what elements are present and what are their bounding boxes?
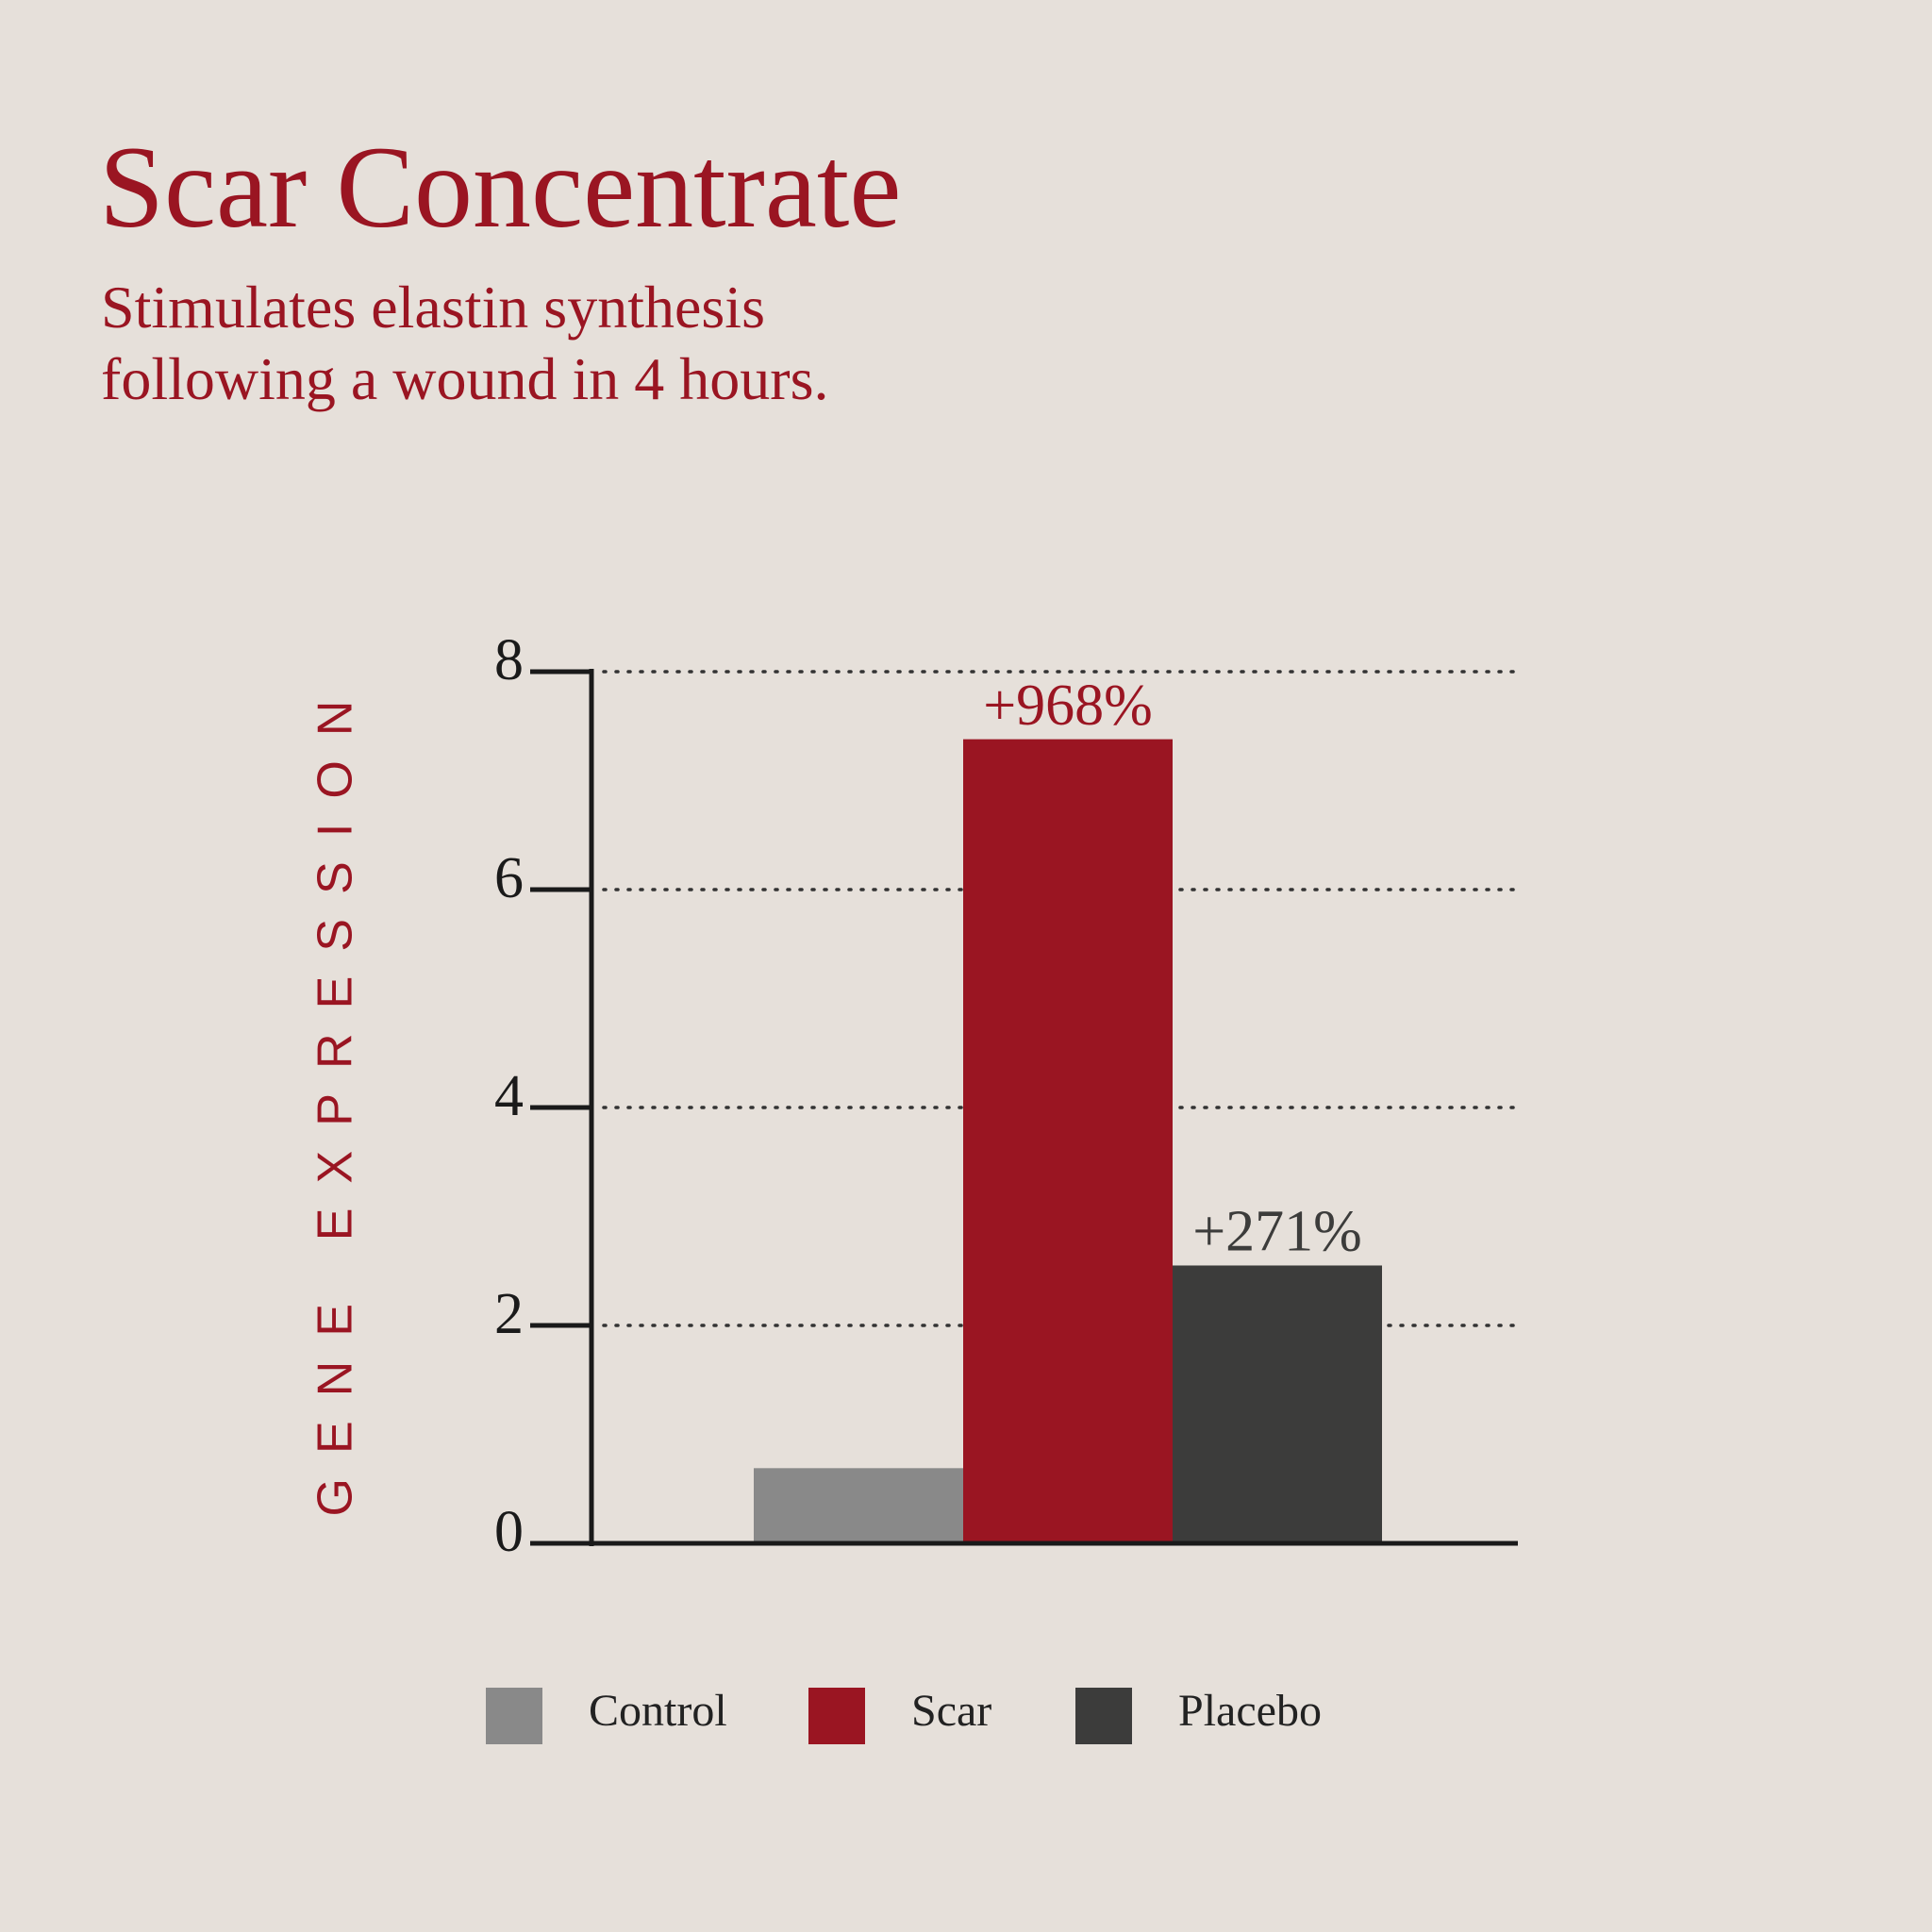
y-axis-label: GENE EXPRESSION: [308, 701, 363, 1517]
bar-annotation: +968%: [983, 674, 1153, 738]
chart-subtitle: Stimulates elastin synthesis following a…: [101, 274, 829, 412]
legend-swatch: [1075, 1688, 1132, 1744]
y-tick-label: 6: [494, 846, 524, 910]
bar: [1173, 1265, 1382, 1543]
chart-title: Scar Concentrate: [99, 123, 902, 252]
y-tick-label: 8: [494, 628, 524, 692]
legend-label: Control: [589, 1686, 727, 1736]
bar-annotation: +271%: [1192, 1200, 1362, 1264]
y-tick-label: 0: [494, 1500, 524, 1564]
legend-label: Scar: [911, 1686, 991, 1736]
legend-swatch: [486, 1688, 542, 1744]
legend-label: Placebo: [1178, 1686, 1322, 1736]
y-tick-label: 2: [494, 1282, 524, 1346]
y-tick-label: 4: [494, 1064, 524, 1128]
bar: [963, 739, 1173, 1543]
bar: [754, 1468, 963, 1543]
legend-swatch: [808, 1688, 865, 1744]
